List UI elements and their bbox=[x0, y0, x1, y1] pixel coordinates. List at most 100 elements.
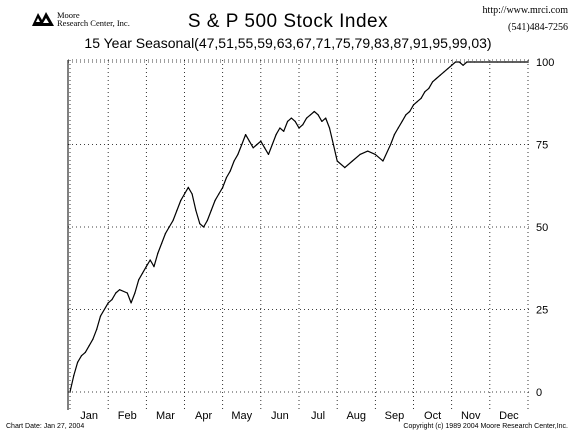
data-point bbox=[81, 355, 82, 356]
data-point bbox=[150, 259, 151, 260]
data-point bbox=[157, 253, 158, 254]
data-point bbox=[188, 187, 189, 188]
data-point bbox=[352, 160, 353, 161]
data-point bbox=[96, 329, 97, 330]
data-point bbox=[474, 61, 475, 62]
data-point bbox=[314, 111, 315, 112]
data-point bbox=[466, 61, 467, 62]
data-point bbox=[276, 134, 277, 135]
data-point bbox=[226, 177, 227, 178]
data-point bbox=[432, 81, 433, 82]
data-point bbox=[165, 233, 166, 234]
data-point bbox=[325, 118, 326, 119]
data-point bbox=[111, 299, 112, 300]
data-point bbox=[218, 193, 219, 194]
data-point bbox=[203, 226, 204, 227]
data-point bbox=[512, 61, 513, 62]
series-line bbox=[70, 62, 528, 392]
data-point bbox=[451, 65, 452, 66]
data-point bbox=[302, 124, 303, 125]
data-point bbox=[88, 345, 89, 346]
chart-date: Chart Date: Jan 27, 2004 bbox=[6, 423, 84, 430]
data-point bbox=[237, 154, 238, 155]
y-tick-label: 50 bbox=[536, 222, 548, 234]
data-point bbox=[310, 114, 311, 115]
data-point bbox=[260, 141, 261, 142]
data-point bbox=[108, 302, 109, 303]
data-point bbox=[489, 61, 490, 62]
x-tick-label: May bbox=[231, 410, 252, 422]
data-point bbox=[222, 187, 223, 188]
data-point bbox=[298, 127, 299, 128]
data-point bbox=[142, 273, 143, 274]
data-point bbox=[180, 200, 181, 201]
data-point bbox=[394, 134, 395, 135]
data-point bbox=[153, 266, 154, 267]
data-point bbox=[337, 160, 338, 161]
data-point bbox=[317, 114, 318, 115]
data-point bbox=[527, 61, 528, 62]
x-tick-label: Nov bbox=[461, 410, 481, 422]
data-point bbox=[428, 88, 429, 89]
y-tick-label: 100 bbox=[536, 57, 554, 69]
data-point bbox=[443, 71, 444, 72]
data-point bbox=[409, 111, 410, 112]
data-point bbox=[92, 339, 93, 340]
data-point bbox=[440, 75, 441, 76]
data-point bbox=[169, 226, 170, 227]
data-point bbox=[207, 220, 208, 221]
data-point bbox=[268, 154, 269, 155]
x-tick-label: Apr bbox=[195, 410, 212, 422]
x-tick-label: Dec bbox=[499, 410, 519, 422]
data-point bbox=[405, 114, 406, 115]
data-point bbox=[291, 118, 292, 119]
data-point bbox=[413, 104, 414, 105]
data-point bbox=[211, 210, 212, 211]
data-point bbox=[470, 61, 471, 62]
x-tick-label: Jul bbox=[311, 410, 325, 422]
data-point bbox=[333, 144, 334, 145]
data-point bbox=[115, 292, 116, 293]
data-point bbox=[146, 266, 147, 267]
data-point bbox=[230, 170, 231, 171]
data-point bbox=[463, 65, 464, 66]
x-tick-label: Oct bbox=[424, 410, 441, 422]
data-point bbox=[359, 154, 360, 155]
data-point bbox=[447, 68, 448, 69]
data-point bbox=[455, 61, 456, 62]
data-point bbox=[245, 134, 246, 135]
data-point bbox=[375, 154, 376, 155]
data-point bbox=[127, 292, 128, 293]
data-point bbox=[382, 160, 383, 161]
data-point bbox=[264, 147, 265, 148]
data-point bbox=[85, 352, 86, 353]
data-point bbox=[283, 131, 284, 132]
data-point bbox=[249, 141, 250, 142]
data-point bbox=[505, 61, 506, 62]
data-point bbox=[77, 362, 78, 363]
data-point bbox=[520, 61, 521, 62]
data-point bbox=[482, 61, 483, 62]
data-point bbox=[253, 147, 254, 148]
copyright-notice: Copyright (c) 1989 2004 Moore Research C… bbox=[403, 423, 568, 430]
y-tick-label: 0 bbox=[536, 387, 542, 399]
data-point bbox=[279, 127, 280, 128]
data-point bbox=[234, 160, 235, 161]
data-point bbox=[321, 121, 322, 122]
data-point bbox=[459, 61, 460, 62]
data-point bbox=[256, 144, 257, 145]
data-point bbox=[214, 200, 215, 201]
data-point bbox=[199, 223, 200, 224]
x-tick-label: Sep bbox=[385, 410, 405, 422]
data-point bbox=[287, 121, 288, 122]
data-point bbox=[436, 78, 437, 79]
data-point bbox=[100, 316, 101, 317]
data-point bbox=[134, 292, 135, 293]
data-point bbox=[161, 243, 162, 244]
x-tick-label: Aug bbox=[346, 410, 366, 422]
data-point bbox=[192, 193, 193, 194]
data-point bbox=[390, 144, 391, 145]
x-tick-label: Jun bbox=[271, 410, 289, 422]
data-point bbox=[272, 144, 273, 145]
